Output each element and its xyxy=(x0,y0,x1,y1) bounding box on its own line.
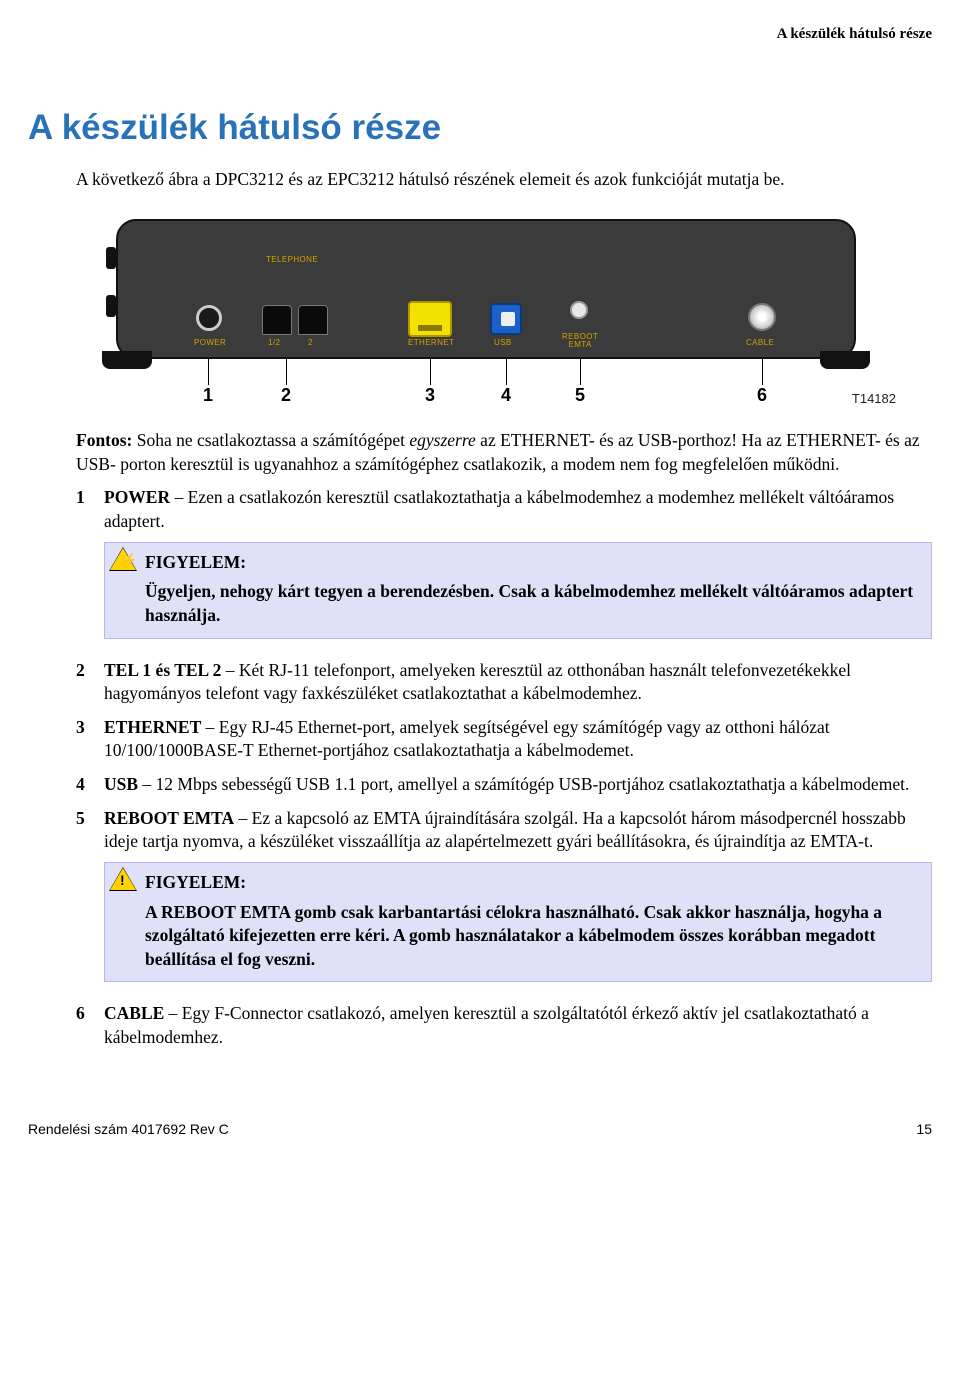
item-text: – Egy F-Connector csatlakozó, amelyen ke… xyxy=(104,1003,869,1047)
item-body: REBOOT EMTA – Ez a kapcsoló az EMTA újra… xyxy=(104,807,932,993)
item-number: 2 xyxy=(76,659,104,706)
page-title: A készülék hátulsó része xyxy=(28,104,932,151)
power-port-icon xyxy=(196,305,222,331)
tel1-port-icon xyxy=(262,305,292,335)
callout-4: 4 xyxy=(496,383,516,407)
list-item: 3ETHERNET – Egy RJ-45 Ethernet-port, ame… xyxy=(76,716,932,763)
footer-left: Rendelési szám 4017692 Rev C xyxy=(28,1120,229,1139)
ethernet-port-icon xyxy=(408,301,452,337)
warning-title: FIGYELEM: xyxy=(145,551,921,575)
label-power: POWER xyxy=(194,338,226,349)
exclamation-warning-icon: ! xyxy=(109,867,137,893)
callout-2: 2 xyxy=(276,383,296,407)
label-cable: CABLE xyxy=(746,338,774,349)
tel2-port-icon xyxy=(298,305,328,335)
item-number: 1 xyxy=(76,486,104,648)
item-lead: USB xyxy=(104,774,138,794)
diagram-code: T14182 xyxy=(852,390,896,408)
list-item: 6CABLE – Egy F-Connector csatlakozó, ame… xyxy=(76,1002,932,1049)
item-number: 5 xyxy=(76,807,104,993)
label-tel12: 1/2 xyxy=(268,338,280,349)
warning-message: Ügyeljen, nehogy kárt tegyen a berendezé… xyxy=(145,580,921,627)
item-lead: REBOOT EMTA xyxy=(104,808,234,828)
item-body: USB – 12 Mbps sebességű USB 1.1 port, am… xyxy=(104,773,932,797)
usb-port-icon xyxy=(490,303,522,335)
item-lead: TEL 1 és TEL 2 xyxy=(104,660,221,680)
item-lead: ETHERNET xyxy=(104,717,201,737)
reboot-button-icon xyxy=(570,301,588,319)
item-body: TEL 1 és TEL 2 – Két RJ-11 telefonport, … xyxy=(104,659,932,706)
warning-message: A REBOOT EMTA gomb csak karbantartási cé… xyxy=(145,901,921,972)
item-text: – Egy RJ-45 Ethernet-port, amelyek segít… xyxy=(104,717,830,761)
page-footer: Rendelési szám 4017692 Rev C 15 xyxy=(28,1120,932,1139)
label-reboot: REBOOT EMTA xyxy=(562,333,598,349)
callout-5: 5 xyxy=(570,383,590,407)
items-list: 1POWER – Ezen a csatlakozón keresztül cs… xyxy=(76,486,932,1049)
item-body: ETHERNET – Egy RJ-45 Ethernet-port, amel… xyxy=(104,716,932,763)
device-body xyxy=(116,219,856,359)
item-text: – Ezen a csatlakozón keresztül csatlakoz… xyxy=(104,487,894,531)
list-item: 1POWER – Ezen a csatlakozón keresztül cs… xyxy=(76,486,932,648)
intro-paragraph: A következő ábra a DPC3212 és az EPC3212… xyxy=(76,168,932,192)
warning-box: ! FIGYELEM: A REBOOT EMTA gomb csak karban… xyxy=(104,862,932,983)
label-tel2: 2 xyxy=(308,338,313,349)
item-lead: POWER xyxy=(104,487,170,507)
item-number: 3 xyxy=(76,716,104,763)
item-text: – 12 Mbps sebességű USB 1.1 port, amelly… xyxy=(138,774,909,794)
item-lead: CABLE xyxy=(104,1003,164,1023)
warning-title: FIGYELEM: xyxy=(145,871,921,895)
list-item: 5REBOOT EMTA – Ez a kapcsoló az EMTA újr… xyxy=(76,807,932,993)
label-usb: USB xyxy=(494,338,512,349)
label-ethernet: ETHERNET xyxy=(408,338,454,349)
item-body: POWER – Ezen a csatlakozón keresztül csa… xyxy=(104,486,932,648)
label-telephone: TELEPHONE xyxy=(266,255,318,266)
page-header-right: A készülék hátulsó része xyxy=(28,24,932,44)
device-diagram: TELEPHONE POWER 1/2 2 ETHERNET USB REBOO… xyxy=(76,209,884,407)
item-number: 6 xyxy=(76,1002,104,1049)
item-body: CABLE – Egy F-Connector csatlakozó, amel… xyxy=(104,1002,932,1049)
item-number: 4 xyxy=(76,773,104,797)
fontos-label: Fontos: xyxy=(76,430,132,450)
callout-3: 3 xyxy=(420,383,440,407)
fontos-paragraph: Fontos: Soha ne csatlakoztassa a számító… xyxy=(76,429,932,476)
footer-right: 15 xyxy=(916,1120,932,1139)
callout-6: 6 xyxy=(752,383,772,407)
list-item: 4USB – 12 Mbps sebességű USB 1.1 port, a… xyxy=(76,773,932,797)
lightning-warning-icon: ⚡ xyxy=(109,547,137,573)
cable-connector-icon xyxy=(748,303,776,331)
list-item: 2TEL 1 és TEL 2 – Két RJ-11 telefonport,… xyxy=(76,659,932,706)
callout-1: 1 xyxy=(198,383,218,407)
warning-box: ⚡ FIGYELEM: Ügyeljen, nehogy kárt tegyen a… xyxy=(104,542,932,639)
